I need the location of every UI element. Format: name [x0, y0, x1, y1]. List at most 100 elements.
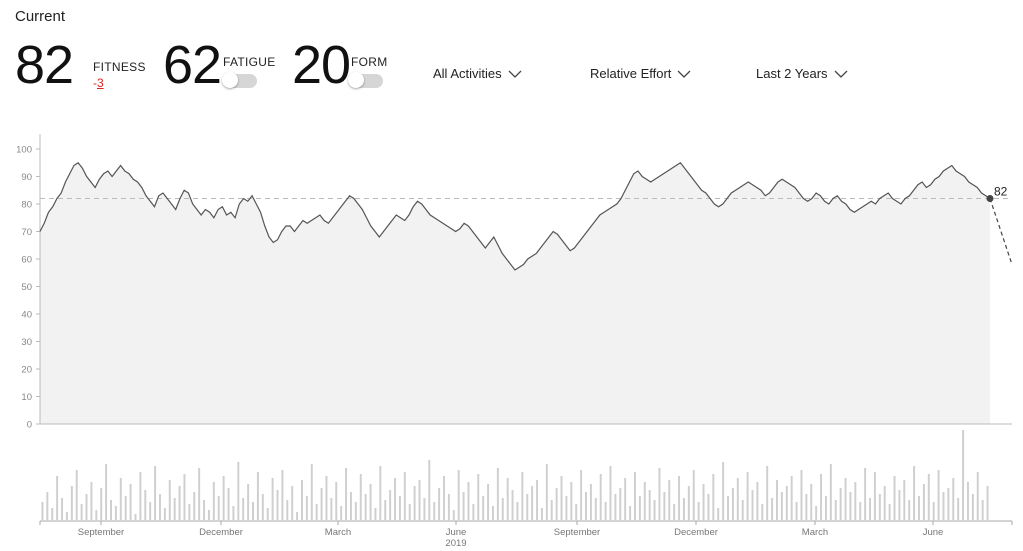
activity-bar [163, 508, 166, 520]
x-tick-label: December [674, 527, 718, 538]
activity-bar [731, 488, 734, 520]
activity-filter-label: All Activities [433, 66, 502, 81]
activity-bar [648, 490, 651, 520]
activity-bar [540, 508, 543, 520]
x-tick-label: September [78, 527, 124, 538]
activity-bar [521, 472, 524, 520]
activity-bar [291, 486, 294, 520]
activity-bar [756, 482, 759, 520]
activity-bar [46, 492, 49, 520]
activity-bar [604, 502, 607, 520]
activity-bar [105, 464, 108, 520]
form-toggle[interactable] [348, 72, 383, 88]
fatigue-value: 62 [163, 35, 222, 95]
activity-bar [815, 506, 818, 520]
activity-bar [305, 496, 308, 520]
y-tick-label: 10 [21, 392, 32, 403]
activity-bar [266, 508, 269, 520]
activity-bar [452, 510, 455, 520]
activity-bar [134, 514, 137, 520]
activity-bar [384, 500, 387, 520]
activity-bar [349, 492, 352, 520]
activity-bar [545, 464, 548, 520]
activity-bar [746, 472, 749, 520]
activity-bar [624, 478, 627, 520]
chevron-down-icon [834, 70, 848, 78]
activity-bar [927, 474, 930, 520]
activity-bar [70, 486, 73, 520]
activity-bar [80, 504, 83, 520]
y-tick-label: 70 [21, 227, 32, 238]
activity-bar [952, 478, 955, 520]
toggle-knob [222, 72, 238, 88]
activity-bar [585, 492, 587, 520]
activity-bar [325, 476, 328, 520]
activity-bar [849, 492, 852, 520]
activity-bar [168, 480, 171, 520]
activity-bar [203, 500, 206, 520]
fatigue-toggle[interactable] [222, 72, 257, 88]
activity-bar [413, 486, 416, 520]
activity-bar [668, 480, 671, 520]
activity-bar [124, 496, 127, 520]
y-tick-label: 30 [21, 337, 32, 348]
activity-bar [751, 490, 754, 520]
activity-bar [932, 502, 935, 520]
activity-filter-dropdown[interactable]: All Activities [433, 66, 522, 81]
activity-bar [692, 470, 695, 520]
activity-bar [913, 466, 916, 520]
y-tick-label: 90 [21, 172, 32, 183]
section-title: Current [15, 8, 66, 25]
activity-bar [149, 502, 152, 520]
activity-bar [487, 484, 490, 520]
metric-filter-dropdown[interactable]: Relative Effort [590, 66, 691, 81]
activity-bar [766, 466, 769, 520]
activity-bar [207, 510, 210, 520]
chevron-down-icon [508, 70, 522, 78]
y-tick-label: 40 [21, 310, 32, 321]
fitness-delta-sign: - [93, 76, 97, 90]
activity-bar [771, 498, 774, 520]
activity-bar [110, 500, 112, 520]
activity-bar [154, 466, 157, 520]
activity-bar [56, 476, 59, 520]
activity-bar [986, 486, 989, 520]
activity-bar [408, 504, 411, 520]
activity-bar [981, 500, 984, 520]
activity-bar [394, 478, 397, 520]
x-tick-label: March [325, 527, 351, 538]
activity-bar [65, 512, 68, 520]
activity-bar [75, 470, 78, 520]
form-value: 20 [292, 35, 351, 95]
activity-bar [467, 482, 470, 520]
activity-bar [526, 494, 529, 520]
activity-bar [310, 464, 313, 520]
range-filter-dropdown[interactable]: Last 2 Years [756, 66, 848, 81]
chevron-down-icon [677, 70, 691, 78]
activity-bar [364, 494, 367, 520]
activity-bar [247, 484, 250, 520]
activity-bar [482, 496, 485, 520]
activity-bar [61, 498, 64, 520]
x-tick-label: March [802, 527, 828, 538]
activity-bar [114, 506, 117, 520]
activity-bar [550, 500, 553, 520]
activity-bar [345, 468, 348, 520]
activity-bar [139, 472, 142, 520]
activity-bar [633, 472, 636, 520]
activity-bar [761, 504, 764, 520]
activity-bar [638, 496, 641, 520]
metric-filter-label: Relative Effort [590, 66, 672, 81]
activity-bar [893, 476, 896, 520]
activity-bar [824, 496, 827, 520]
activity-bar [780, 492, 783, 520]
activity-bar [261, 494, 264, 520]
activity-bar [937, 470, 940, 520]
activity-bar [560, 476, 563, 520]
activity-bar [536, 480, 539, 520]
current-value-label: 82 [994, 185, 1008, 199]
activity-bar [501, 498, 504, 520]
activity-bar [193, 492, 196, 520]
activity-bar [232, 506, 235, 520]
